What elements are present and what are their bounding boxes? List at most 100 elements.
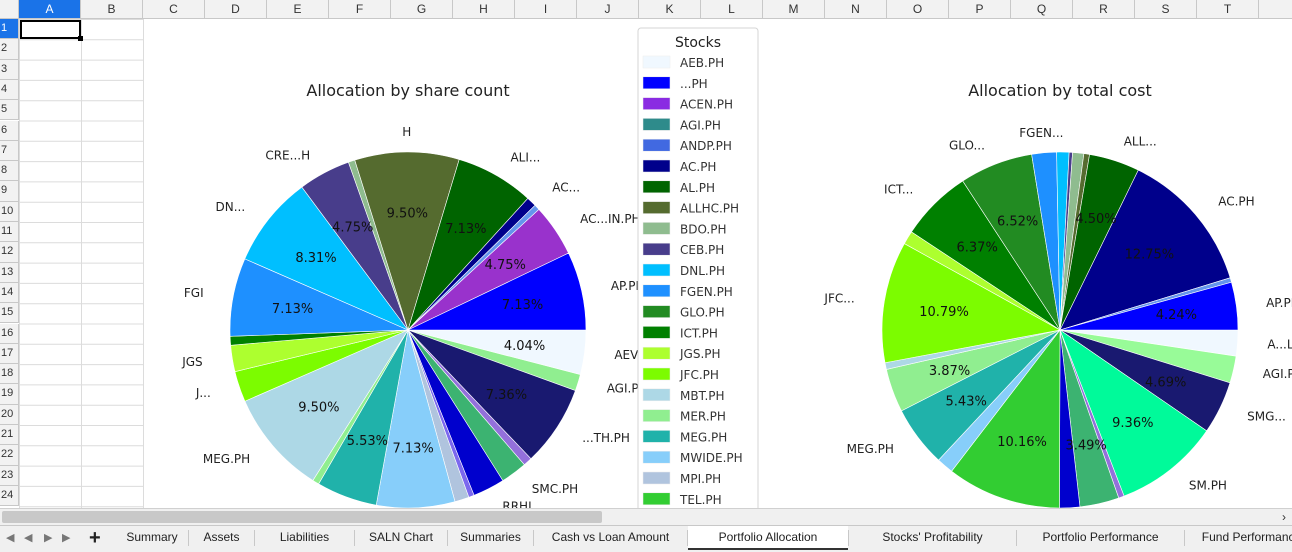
sheet-tab-assets[interactable]: Assets — [203, 530, 240, 544]
legend-item[interactable]: TEL.PH — [642, 492, 722, 507]
column-header-f[interactable]: F — [329, 0, 391, 19]
column-header-l[interactable]: L — [701, 0, 763, 19]
column-header-t[interactable]: T — [1197, 0, 1259, 19]
column-header-q[interactable]: Q — [1011, 0, 1073, 19]
sheet-tab-summaries[interactable]: Summaries — [460, 530, 521, 544]
legend-item[interactable]: JGS.PH — [642, 346, 721, 361]
legend-item[interactable]: AL.PH — [642, 180, 715, 195]
legend-item[interactable]: DNL.PH — [642, 263, 725, 278]
prev-sheet-icon[interactable]: ◀ — [24, 532, 33, 544]
row-header-16[interactable]: 16 — [0, 323, 19, 344]
row-header-2[interactable]: 2 — [0, 39, 19, 60]
legend-item[interactable]: MWIDE.PH — [642, 450, 743, 465]
sheet-tab-fund-performance[interactable]: Fund Performance — [1201, 530, 1292, 544]
column-header-j[interactable]: J — [577, 0, 639, 19]
legend-item[interactable]: ALLHC.PH — [642, 201, 739, 216]
pie2-slice[interactable] — [1059, 169, 1231, 331]
scroll-right-arrow-icon[interactable]: › — [1282, 510, 1286, 524]
row-header-6[interactable]: 6 — [0, 120, 19, 141]
column-header-d[interactable]: D — [205, 0, 267, 19]
legend-item[interactable]: CEB.PH — [642, 242, 724, 257]
column-header-a[interactable]: A — [19, 0, 81, 19]
row-header-3[interactable]: 3 — [0, 59, 19, 80]
active-cell-a1[interactable] — [20, 20, 83, 41]
column-header-b[interactable]: B — [81, 0, 143, 19]
row-header-23[interactable]: 23 — [0, 465, 19, 486]
column-header-g[interactable]: G — [391, 0, 453, 19]
sheet-tab-liabilities[interactable]: Liabilities — [279, 530, 330, 544]
row-header-10[interactable]: 10 — [0, 201, 19, 222]
pie2-slice[interactable] — [1059, 281, 1239, 331]
row-header-1[interactable]: 1 — [0, 19, 19, 40]
row-header-14[interactable]: 14 — [0, 282, 19, 304]
column-header-c[interactable]: C — [143, 0, 205, 19]
sheet-tab-portfolio-performance[interactable]: Portfolio Performance — [1042, 530, 1159, 544]
sheet-tab-portfolio-allocation[interactable]: Portfolio Allocation — [688, 526, 848, 550]
sheet-tab-saln-chart[interactable]: SALN Chart — [368, 530, 434, 544]
legend-item[interactable]: AGI.PH — [642, 118, 721, 132]
column-header-e[interactable]: E — [267, 0, 329, 19]
column-header-s[interactable]: S — [1135, 0, 1197, 19]
row-header-9[interactable]: 9 — [0, 181, 19, 202]
row-header-7[interactable]: 7 — [0, 140, 19, 162]
pie1-slice[interactable] — [407, 252, 587, 331]
pie1-slice[interactable] — [244, 329, 409, 481]
legend-item[interactable]: MEG.PH — [642, 430, 727, 444]
row-header-4[interactable]: 4 — [0, 79, 19, 101]
column-header-m[interactable]: M — [763, 0, 825, 19]
column-header-r[interactable]: R — [1073, 0, 1135, 19]
chart-legend[interactable]: Stocks AEB.PH ...PH ACEN.PH AGI.PH ANDP.PH AC.… — [637, 27, 759, 508]
column-header-h[interactable]: H — [453, 0, 515, 19]
legend-item[interactable]: ACEN.PH — [642, 97, 733, 112]
legend-item[interactable]: ICT.PH — [642, 326, 718, 340]
row-header-12[interactable]: 12 — [0, 242, 19, 263]
row-header-20[interactable]: 20 — [0, 404, 19, 425]
legend-item[interactable]: ANDP.PH — [642, 138, 732, 153]
row-header-13[interactable]: 13 — [0, 262, 19, 283]
legend-swatch — [642, 430, 671, 443]
next-sheet-icon[interactable]: ▶ — [44, 532, 53, 544]
column-header-k[interactable]: K — [639, 0, 701, 19]
fill-handle[interactable] — [78, 36, 83, 41]
column-header-n[interactable]: N — [825, 0, 887, 19]
column-header-o[interactable]: O — [887, 0, 949, 19]
column-header-i[interactable]: I — [515, 0, 577, 19]
row-header-5[interactable]: 5 — [0, 100, 19, 121]
add-sheet-button[interactable]: + — [89, 527, 101, 549]
pie2-slice[interactable] — [1059, 329, 1208, 497]
pie1-slice[interactable] — [244, 186, 409, 331]
row-header-11[interactable]: 11 — [0, 222, 19, 243]
legend-item[interactable]: MER.PH — [642, 409, 726, 424]
select-all-corner[interactable] — [0, 0, 19, 19]
last-sheet-icon[interactable]: ▶ — [62, 532, 71, 544]
legend-item[interactable]: AC.PH — [642, 159, 716, 174]
pie2-slice[interactable] — [951, 329, 1061, 508]
row-header-21[interactable]: 21 — [0, 425, 19, 446]
charts-canvas[interactable]: Allocation by share count4.04%AEV.PHAGI.… — [0, 0, 1292, 508]
row-header-17[interactable]: 17 — [0, 343, 19, 365]
horizontal-scrollbar[interactable]: › — [0, 508, 1292, 525]
row-header-22[interactable]: 22 — [0, 445, 19, 466]
sheet-tab-cash-vs-loan-amount[interactable]: Cash vs Loan Amount — [551, 530, 670, 544]
column-header-p[interactable]: P — [949, 0, 1011, 19]
row-header-18[interactable]: 18 — [0, 364, 19, 385]
legend-item[interactable]: GLO.PH — [642, 305, 725, 320]
column-header-overflow[interactable] — [1259, 0, 1292, 19]
legend-item[interactable]: ...PH — [642, 76, 708, 91]
first-sheet-icon[interactable]: ◀ — [6, 532, 15, 544]
sheet-tab-summary[interactable]: Summary — [126, 530, 178, 544]
scrollbar-thumb[interactable] — [2, 511, 602, 523]
pie1-slice[interactable] — [354, 151, 460, 332]
row-header-15[interactable]: 15 — [0, 303, 19, 324]
legend-item[interactable]: AEB.PH — [642, 55, 724, 70]
row-header-8[interactable]: 8 — [0, 161, 19, 182]
legend-item[interactable]: MBT.PH — [642, 388, 725, 403]
legend-item[interactable]: BDO.PH — [642, 222, 727, 236]
legend-item[interactable]: JFC.PH — [642, 367, 719, 382]
pie2-slice[interactable] — [881, 243, 1061, 364]
legend-item[interactable]: MPI.PH — [642, 471, 721, 486]
sheet-tab-stocks-profitability[interactable]: Stocks' Profitability — [882, 530, 983, 544]
row-header-24[interactable]: 24 — [0, 485, 19, 507]
legend-item[interactable]: FGEN.PH — [642, 284, 733, 299]
row-header-19[interactable]: 19 — [0, 384, 19, 405]
